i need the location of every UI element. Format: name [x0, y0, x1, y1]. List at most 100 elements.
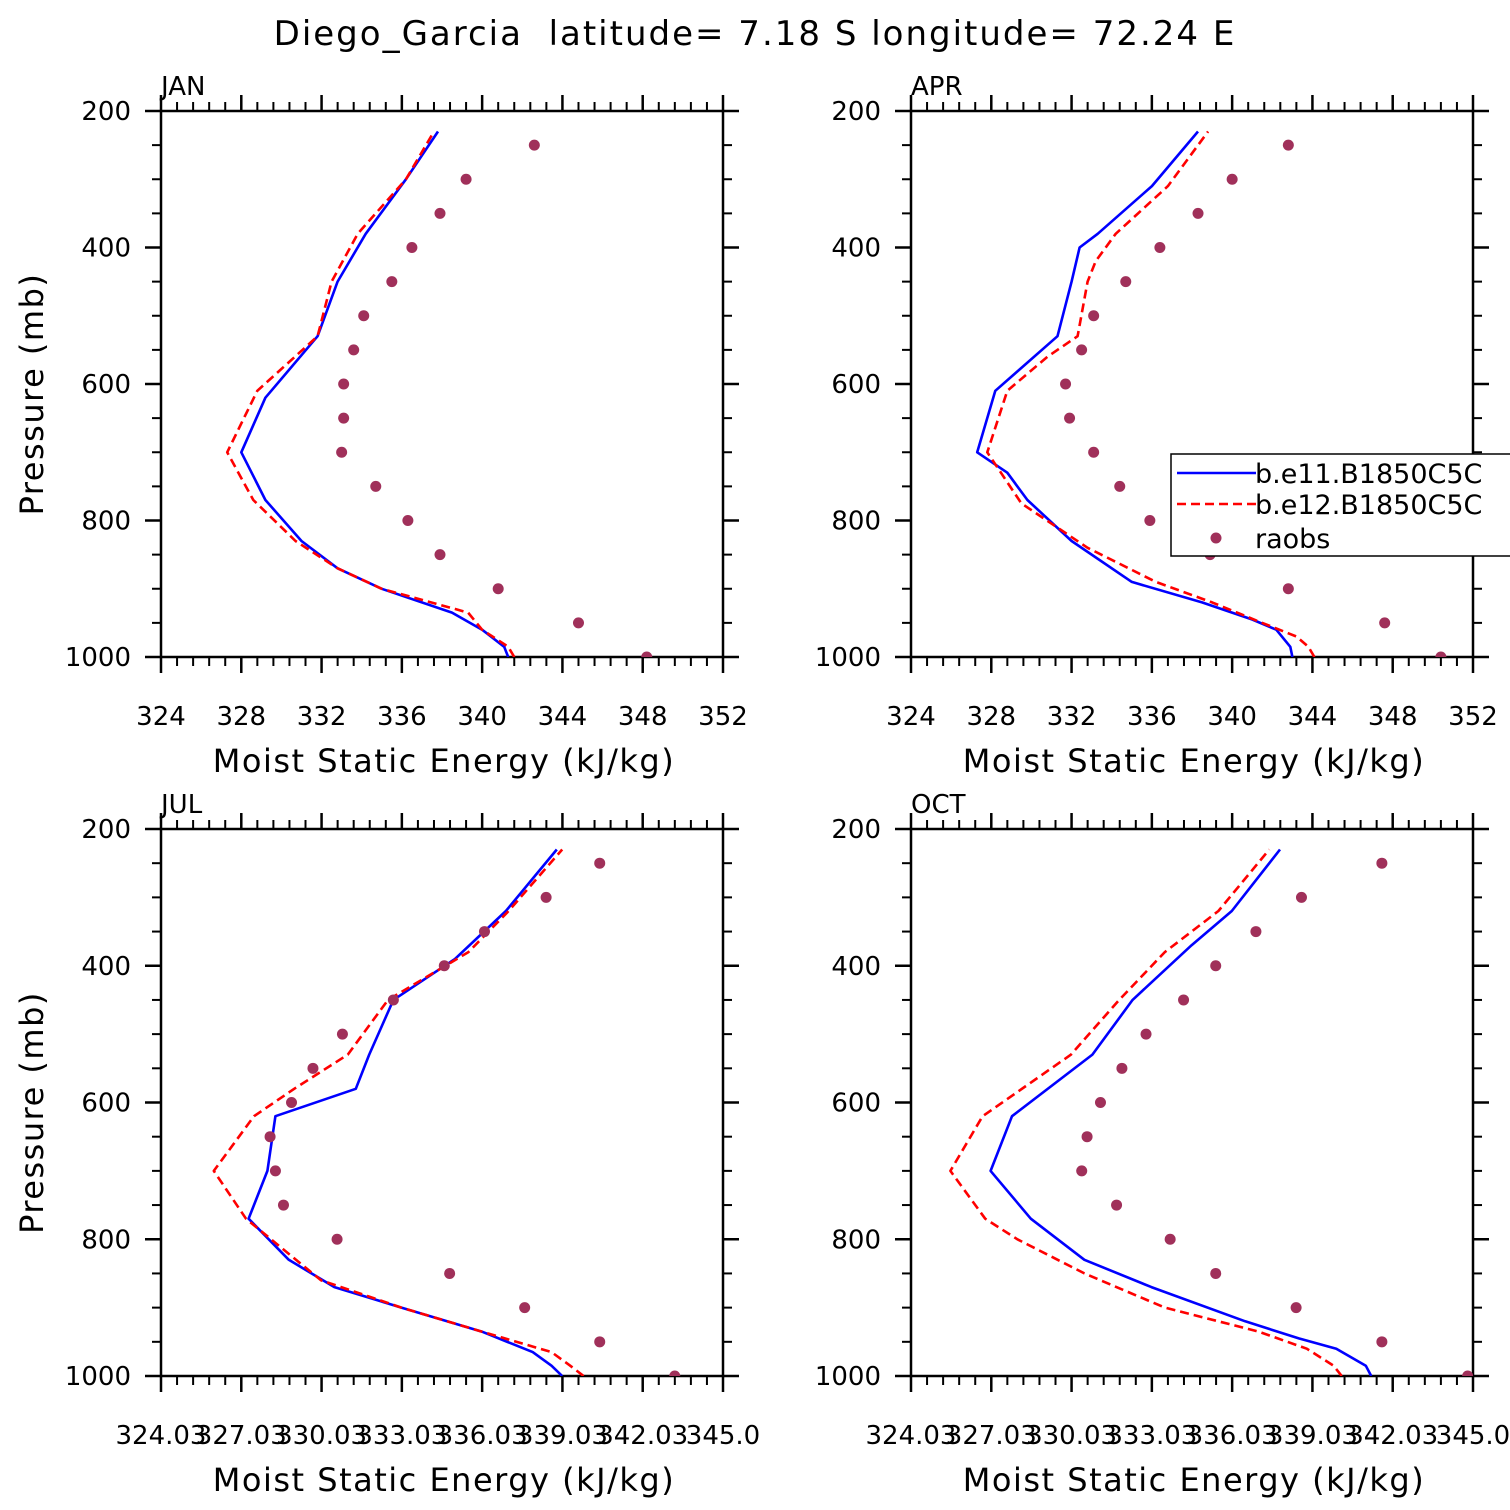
y-tick-label: 400 [81, 234, 131, 264]
legend-label: b.e11.B1850C5C [1255, 459, 1482, 490]
x-tick-label: 324.03 [116, 1421, 207, 1451]
x-axis-label: Moist Static Energy (kJ/kg) [963, 742, 1425, 780]
y-axis-label: Pressure (mb) [13, 991, 51, 1234]
y-tick-label: 1000 [815, 1362, 881, 1392]
y-tick-label: 600 [81, 370, 131, 400]
plot-area [949, 848, 1473, 1376]
raobs-point [1088, 310, 1100, 322]
raobs-point [1226, 173, 1238, 185]
plot-area [225, 130, 653, 657]
x-tick-label: 348 [1368, 702, 1418, 732]
panel-apr: APR 324 328 332 336 340 344 348 352 200 400 600 800 1… [815, 72, 1498, 780]
raobs-point [1116, 1062, 1128, 1074]
x-tick-label: 333.03 [356, 1421, 447, 1451]
raobs-point [594, 1336, 606, 1348]
panel-label: APR [911, 72, 963, 102]
raobs-point [1140, 1028, 1152, 1040]
raobs-point [1120, 276, 1132, 288]
raobs-point [264, 1131, 276, 1143]
y-tick-label: 800 [81, 507, 131, 537]
raobs-point [1076, 1165, 1088, 1177]
raobs-point [331, 1233, 343, 1245]
y-tick-label: 200 [81, 97, 131, 127]
raobs-point [641, 651, 653, 657]
x-axis-label: Moist Static Energy (kJ/kg) [213, 742, 675, 780]
raobs-point [1154, 242, 1166, 253]
plot-frame [909, 109, 1475, 659]
raobs-point [438, 960, 450, 972]
series-line-b-e12 [225, 130, 516, 657]
panels: JAN 324 328 332 336 340 344 348 352 200 400 600 800 1… [13, 72, 1510, 1499]
raobs-point [307, 1062, 319, 1074]
plot-area [212, 848, 681, 1376]
y-axis-label: Pressure (mb) [13, 273, 51, 516]
legend-marker [1210, 532, 1222, 544]
x-tick-label: 328 [216, 702, 266, 732]
raobs-point [434, 549, 446, 561]
raobs-point [358, 310, 370, 322]
raobs-point [387, 994, 399, 1006]
panel-label: OCT [911, 790, 966, 820]
plot-area [975, 130, 1447, 657]
raobs-point [1114, 480, 1126, 492]
plot-frame [909, 827, 1475, 1378]
raobs-point [1144, 515, 1156, 526]
raobs-point [1178, 994, 1190, 1006]
raobs-point [336, 446, 348, 458]
x-tick-label: 345.0 [1436, 1421, 1510, 1451]
series-line-b-e12 [985, 130, 1316, 657]
raobs-point [370, 480, 382, 492]
series-line-b-e11 [989, 848, 1373, 1376]
raobs-point [1295, 891, 1307, 903]
raobs-point [1210, 1267, 1222, 1279]
raobs-point [1282, 139, 1294, 151]
x-tick-label: 324 [886, 702, 936, 732]
x-tick-label: 336.03 [437, 1421, 528, 1451]
x-tick-label: 344 [538, 702, 588, 732]
x-tick-label: 324.03 [866, 1421, 957, 1451]
raobs-point [460, 173, 472, 185]
x-tick-label: 352 [1448, 702, 1498, 732]
panel-label: JAN [159, 72, 205, 102]
raobs-point [269, 1165, 281, 1177]
raobs-point [519, 1302, 531, 1314]
raobs-point [286, 1097, 298, 1108]
raobs-point [406, 242, 418, 253]
raobs-point [386, 276, 398, 288]
x-tick-label: 339.03 [517, 1421, 608, 1451]
raobs-point [1250, 926, 1262, 938]
x-tick-label: 336 [377, 702, 427, 732]
series-line-b-e12 [949, 848, 1343, 1376]
raobs-point [1094, 1097, 1106, 1108]
raobs-point [348, 344, 360, 356]
y-tick-label: 200 [81, 815, 131, 845]
panel-oct: OCT324.03327.03330.03333.03336.03339.033… [815, 790, 1510, 1499]
x-tick-label: 328 [966, 702, 1016, 732]
y-tick-label: 1000 [65, 643, 131, 673]
raobs-point [402, 515, 414, 526]
plot-frame [159, 827, 725, 1378]
raobs-point [492, 583, 504, 595]
raobs-point [336, 1028, 348, 1040]
raobs-point [434, 207, 446, 219]
x-tick-label: 336.03 [1187, 1421, 1278, 1451]
y-tick-label: 800 [831, 1225, 881, 1255]
y-tick-label: 600 [81, 1089, 131, 1119]
x-tick-label: 340 [457, 702, 507, 732]
y-tick-label: 200 [831, 815, 881, 845]
x-tick-label: 342.03 [1347, 1421, 1438, 1451]
y-tick-label: 1000 [65, 1362, 131, 1392]
y-tick-label: 600 [831, 370, 881, 400]
x-tick-label: 336 [1127, 702, 1177, 732]
raobs-point [1282, 583, 1294, 595]
series-line-b-e11 [247, 848, 564, 1376]
plot-frame [159, 109, 725, 659]
x-tick-label: 330.03 [1026, 1421, 1117, 1451]
x-tick-label: 330.03 [276, 1421, 367, 1451]
raobs-point [1379, 617, 1391, 629]
x-tick-label: 342.03 [597, 1421, 688, 1451]
y-tick-label: 800 [81, 1225, 131, 1255]
panel-jan: JAN 324 328 332 336 340 344 348 352 200 400 600 800 1… [13, 72, 748, 780]
raobs-point [1064, 412, 1076, 424]
